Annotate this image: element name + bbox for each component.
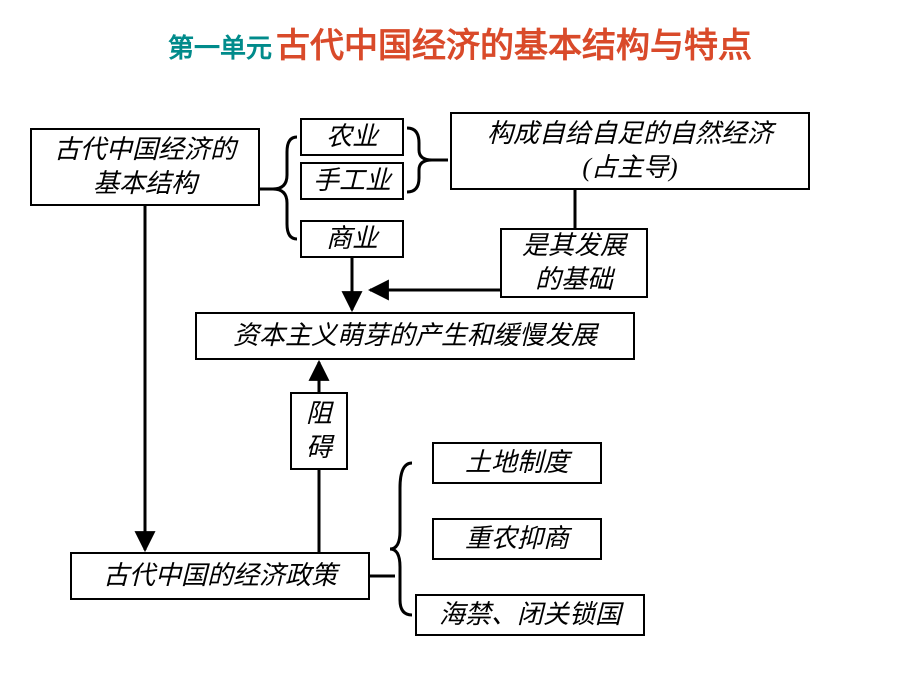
- box-basis-text: 是其发展的基础: [522, 229, 626, 297]
- box-commerce-text: 商业: [326, 222, 378, 256]
- box-development-basis: 是其发展的基础: [500, 228, 648, 298]
- box-craft-text: 手工业: [313, 164, 391, 198]
- box-handicraft: 手工业: [300, 162, 404, 200]
- title-prefix: 第一单元: [168, 34, 272, 63]
- box-natural-economy: 构成自给自足的自然经济(占主导): [450, 112, 810, 190]
- box-capitalism: 资本主义萌芽的产生和缓慢发展: [195, 312, 635, 360]
- box-structure: 古代中国经济的基本结构: [30, 128, 260, 206]
- box-agriculture: 农业: [300, 118, 404, 156]
- box-land-text: 土地制度: [465, 446, 569, 480]
- box-structure-text: 古代中国经济的基本结构: [54, 133, 236, 201]
- box-suppress-text: 重农抑商: [465, 522, 569, 556]
- box-hinder-text: 阻碍: [306, 397, 332, 465]
- box-capital-text: 资本主义萌芽的产生和缓慢发展: [233, 319, 597, 353]
- box-agri-over-commerce: 重农抑商: [432, 518, 602, 560]
- box-agri-text: 农业: [326, 120, 378, 154]
- page-title: 第一单元 古代中国经济的基本结构与特点: [0, 18, 920, 67]
- box-seaban-text: 海禁、闭关锁国: [439, 598, 621, 632]
- box-policy-text: 古代中国的经济政策: [103, 559, 337, 593]
- box-natural-text: 构成自给自足的自然经济(占主导): [487, 117, 773, 185]
- box-land-system: 土地制度: [432, 442, 602, 484]
- box-sea-ban: 海禁、闭关锁国: [415, 594, 645, 636]
- box-commerce: 商业: [300, 220, 404, 258]
- box-economic-policy: 古代中国的经济政策: [70, 552, 370, 600]
- title-main: 古代中国经济的基本结构与特点: [276, 28, 752, 65]
- box-hinder: 阻碍: [290, 392, 348, 470]
